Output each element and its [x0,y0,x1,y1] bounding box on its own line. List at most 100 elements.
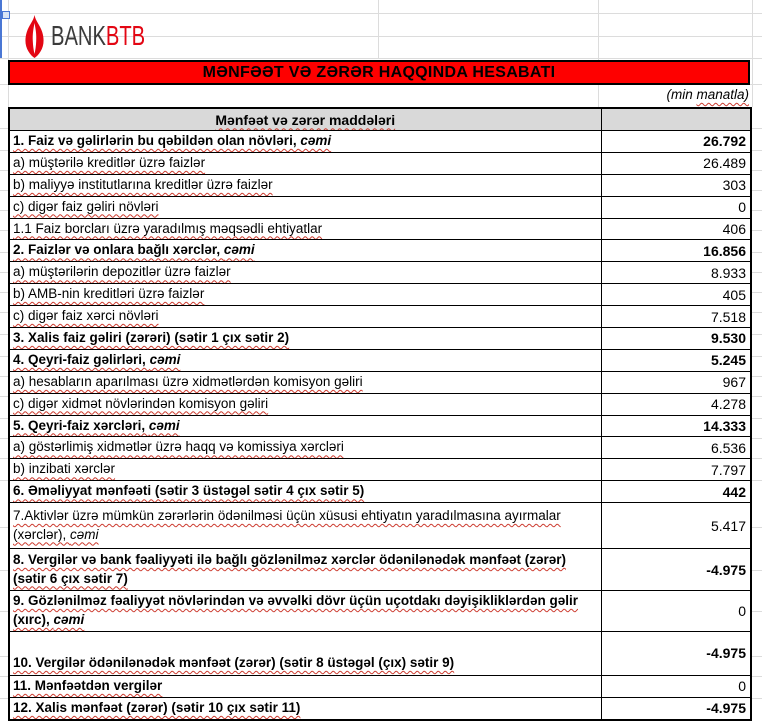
row-label-text: 11. Mənfəətdən vergilər [13,677,163,693]
gridline-margin-tick [0,396,8,397]
row-label-text: 12. Xalis mənfəət (zərər) (sətir 10 çıx … [13,699,301,715]
row-label-italic-suffix: cəmi [148,417,180,433]
gridline-margin-tick [0,376,8,377]
row-label-cell[interactable]: 5. Qeyri-faiz xərcləri, cəmi [8,414,602,438]
row-value-cell[interactable]: 9.530 [600,327,752,350]
gridline-margin-tick [751,356,762,357]
row-value-cell[interactable]: 14.333 [600,414,752,438]
row-label-cell[interactable]: 8. Vergilər və bank fəaliyyəti ilə bağlı… [8,548,602,592]
table-row: c) digər faiz gəliri növləri 0 [8,195,752,219]
row-value-cell[interactable]: 16.856 [600,239,752,263]
row-value-cell[interactable]: 26.489 [600,151,752,175]
gridline-margin-tick [0,676,8,677]
row-label-cell[interactable]: b) inzibati xərclər [8,458,602,482]
table-row: 2. Faizlər və onlara bağlı xərclər, cəmi… [8,239,752,263]
row-label-italic-suffix: cəmi [70,526,99,542]
table-row: a) müştərilərin depozitlər üzrə faizlər 8… [8,261,752,285]
row-label-cell[interactable]: 4. Qeyri-faiz gəlirləri, cəmi [8,348,602,372]
gridline-margin-tick [0,272,8,273]
row-value-cell[interactable]: -4.975 [600,630,752,676]
row-label-text: a) müştərilə kreditlər üzrə faizlər [13,154,206,170]
gridline-margin-tick [751,334,762,335]
table-row: 9. Gözlənilməz fəaliyyət növlərindən və … [8,590,752,632]
row-value-cell[interactable]: 6.536 [600,436,752,460]
gridline-margin-tick [0,150,8,151]
row-value-cell[interactable]: 5.245 [600,348,752,372]
row-label-text: a) müştərilərin depozitlər üzrə faizlər [13,264,231,280]
row-label-text: c) digər faiz gəliri növləri [13,198,159,214]
unit-note[interactable]: (min manatla) [666,87,749,102]
table-header-items[interactable]: Mənfəət və zərər maddələri [8,107,602,131]
row-label-cell[interactable]: 12. Xalis mənfəət (zərər) (sətir 10 çıx … [8,696,602,721]
row-label-cell[interactable]: c) digər faiz gəliri növləri [8,195,602,219]
table-header-value-empty[interactable] [600,107,752,131]
row-label-cell[interactable]: 3. Xalis faiz gəliri (zərəri) (sətir 1 ç… [8,327,602,350]
gridline-margin-tick [751,128,762,129]
row-label-cell[interactable]: 10. Vergilər ödənilənədək mənfəət (zərər… [8,630,602,676]
row-label-text: 4. Qeyri-faiz gəlirləri, [13,351,150,367]
gridline-margin-tick [0,210,8,211]
gridline-margin-tick [751,312,762,313]
row-label-cell[interactable]: 7.Aktivlər üzrə mümkün zərərlərin ödənil… [8,502,602,550]
row-value-cell[interactable]: 0 [600,195,752,219]
table-row: 8. Vergilər və bank fəaliyyəti ilə bağlı… [8,548,752,592]
row-value-cell[interactable]: 7.518 [600,305,752,329]
row-label-cell[interactable]: c) digər xidmət növlərindən komisyon gəl… [8,392,602,416]
row-label-cell[interactable]: 2. Faizlər və onlara bağlı xərclər, cəmi [8,239,602,263]
row-value-cell[interactable]: 303 [600,173,752,197]
row-label-text: 8. Vergilər və bank fəaliyyəti ilə bağlı… [13,551,566,586]
table-row: c) digər faiz xərci növləri 7.518 [8,305,752,329]
row-label-text: 7.Aktivlər üzrə mümkün zərərlərin ödənil… [13,507,561,542]
row-label-text: 9. Gözlənilməz fəaliyyət növlərindən və … [13,593,578,628]
row-value-cell[interactable]: 4.278 [600,392,752,416]
table-row: 6. Əməliyyat mənfəəti (sətir 3 üstəgəl s… [8,480,752,504]
row-label-cell[interactable]: a) hesabların aparılması üzrə xidmətlərd… [8,370,602,394]
row-value-cell[interactable]: 26.792 [600,130,752,153]
logo-text-bank: BANK [51,20,106,51]
gridline-margin-tick [751,438,762,439]
report-title-banner[interactable]: MƏNFƏƏT VƏ ZƏRƏR HAQQINDA HESABATI [8,60,750,85]
row-value-cell[interactable]: 0 [600,674,752,698]
row-value-cell[interactable]: 0 [600,590,752,632]
gridline-margin-tick [751,656,762,657]
row-label-cell[interactable]: c) digər faiz xərci növləri [8,305,602,329]
report-title: MƏNFƏƏT VƏ ZƏRƏR HAQQINDA HESABATI [202,63,556,81]
row-value-cell[interactable]: 5.417 [600,502,752,550]
row-value-cell[interactable]: -4.975 [600,696,752,721]
gridline-margin-tick [0,527,8,528]
gridline-margin-tick [0,230,8,231]
row-label-italic-suffix: cəmi [223,242,255,258]
gridline-margin-tick [751,611,762,612]
row-label-cell[interactable]: b) maliyyə institutlarına kreditlər üzrə… [8,173,602,197]
row-label-cell[interactable]: 6. Əməliyyat mənfəəti (sətir 3 üstəgəl s… [8,480,602,504]
table-row: 5. Qeyri-faiz xərcləri, cəmi 14.333 [8,414,752,438]
row-value-cell[interactable]: 442 [600,480,752,504]
gridline-margin-tick [751,292,762,293]
row-label-cell[interactable]: a) müştərilə kreditlər üzrə faizlər [8,151,602,175]
row-label-cell[interactable]: 1.1 Faiz borcları üzrə yaradılmış məqsəd… [8,217,602,241]
row-label-italic-suffix: cəmi [149,351,181,367]
gridline-margin-tick [751,396,762,397]
table-body: 1. Faiz və gəlirlərin bu qəbildən olan n… [8,130,752,721]
bank-logo: BANKBTB [25,13,182,59]
row-label-cell[interactable]: a) müştərilərin depozitlər üzrə faizlər [8,261,602,285]
row-value-cell[interactable]: 967 [600,370,752,394]
row-value-cell[interactable]: 8.933 [600,261,752,285]
selection-fill-handle[interactable] [2,11,10,19]
row-value-cell[interactable]: 405 [600,283,752,307]
gridline-v [752,0,753,107]
row-label-cell[interactable]: 11. Mənfəətdən vergilər [8,674,602,698]
row-label-cell[interactable]: b) AMB-nin kreditləri üzrə faizlər [8,283,602,307]
table-row: a) göstərlimiş xidmətlər üzrə haqq və ko… [8,436,752,460]
row-label-cell[interactable]: a) göstərlimiş xidmətlər üzrə haqq və ko… [8,436,602,460]
row-label-cell[interactable]: 9. Gözlənilməz fəaliyyət növlərindən və … [8,590,602,632]
row-value-cell[interactable]: 7.797 [600,458,752,482]
row-value-cell[interactable]: 406 [600,217,752,241]
gridline-v [598,0,599,107]
row-label-text: a) göstərlimiş xidmətlər üzrə haqq və ko… [13,439,344,455]
row-label-cell[interactable]: 1. Faiz və gəlirlərin bu qəbildən olan n… [8,130,602,153]
selection-border [0,0,2,58]
gridline-margin-tick [0,190,8,191]
row-value-cell[interactable]: -4.975 [600,548,752,592]
gridline-margin-tick [751,676,762,677]
